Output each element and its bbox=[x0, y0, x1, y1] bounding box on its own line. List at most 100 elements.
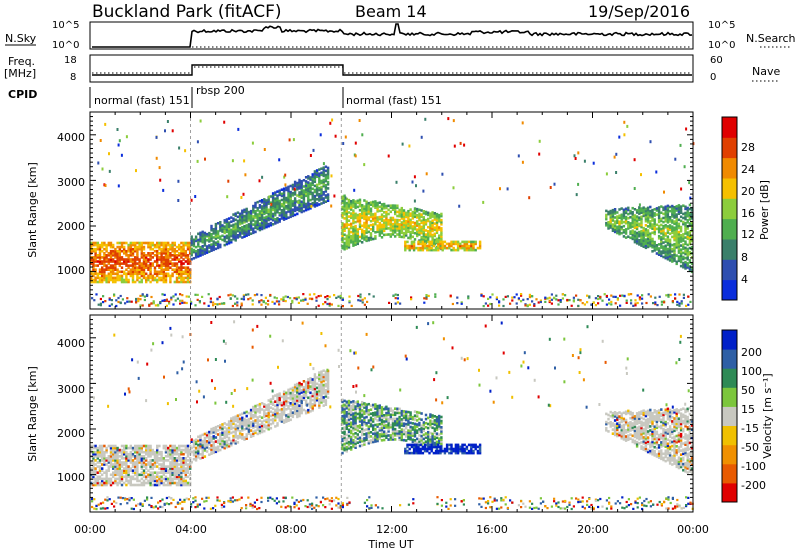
echo-cell bbox=[186, 241, 190, 245]
echo-cell bbox=[118, 264, 121, 267]
echo-cell bbox=[280, 213, 284, 216]
echo-cell bbox=[655, 244, 659, 247]
echo-cell bbox=[282, 409, 286, 412]
echo-cell bbox=[189, 467, 192, 470]
echo-cell bbox=[167, 471, 170, 474]
echo-cell bbox=[387, 218, 390, 222]
echo-cell bbox=[149, 461, 152, 464]
echo-cell bbox=[221, 224, 224, 227]
echo-cell bbox=[688, 250, 692, 254]
echo-cell bbox=[668, 205, 672, 209]
echo-cell bbox=[300, 407, 303, 411]
echo-cell bbox=[410, 246, 414, 250]
echo-cell bbox=[94, 264, 97, 267]
noise-cell bbox=[482, 200, 485, 204]
echo-cell bbox=[320, 388, 323, 392]
echo-cell bbox=[276, 194, 279, 197]
echo-cell bbox=[291, 397, 295, 400]
echo-cell bbox=[638, 208, 641, 211]
echo-cell bbox=[247, 428, 251, 431]
echo-cell bbox=[127, 247, 130, 251]
echo-cell bbox=[160, 457, 163, 460]
echo-cell bbox=[169, 473, 172, 477]
echo-cell bbox=[230, 421, 233, 424]
echo-cell bbox=[677, 206, 681, 209]
echo-cell bbox=[90, 272, 93, 276]
echo-cell bbox=[662, 229, 665, 232]
echo-cell bbox=[101, 245, 104, 249]
echo-cell bbox=[642, 210, 645, 214]
echo-cell bbox=[180, 241, 183, 245]
echo-cell bbox=[142, 258, 146, 261]
echo-cell bbox=[160, 258, 163, 261]
echo-cell bbox=[116, 467, 119, 470]
echo-cell bbox=[638, 210, 641, 213]
echo-cell bbox=[657, 226, 661, 230]
echo-cell bbox=[258, 427, 262, 431]
echo-cell bbox=[291, 390, 295, 394]
echo-cell bbox=[127, 245, 130, 249]
ground-scatter-cell bbox=[223, 302, 226, 305]
echo-cell bbox=[151, 247, 154, 251]
ground-scatter-cell bbox=[498, 304, 501, 307]
echo-cell bbox=[638, 216, 641, 219]
echo-cell bbox=[109, 461, 113, 464]
echo-cell bbox=[300, 188, 303, 191]
echo-cell bbox=[313, 201, 317, 204]
echo-cell bbox=[282, 396, 286, 400]
echo-cell bbox=[363, 221, 366, 225]
echo-cell bbox=[120, 471, 124, 474]
echo-cell bbox=[112, 266, 115, 269]
echo-cell bbox=[424, 223, 428, 226]
echo-cell bbox=[160, 249, 163, 253]
echo-cell bbox=[644, 209, 648, 213]
echo-cell bbox=[197, 454, 200, 457]
echo-cell bbox=[197, 445, 200, 449]
echo-cell bbox=[178, 247, 181, 251]
echo-cell bbox=[391, 208, 395, 211]
echo-cell bbox=[90, 258, 93, 261]
echo-cell bbox=[164, 479, 168, 483]
echo-cell bbox=[287, 193, 290, 197]
noise-cell bbox=[517, 154, 520, 158]
echo-cell bbox=[613, 210, 617, 213]
echo-cell bbox=[365, 202, 368, 206]
echo-cell bbox=[131, 276, 135, 280]
echo-cell bbox=[178, 469, 181, 472]
echo-cell bbox=[343, 225, 346, 228]
echo-cell bbox=[260, 213, 264, 216]
echo-cell bbox=[309, 410, 312, 413]
echo-cell bbox=[245, 433, 248, 436]
echo-cell bbox=[105, 481, 108, 485]
echo-cell bbox=[169, 455, 172, 458]
echo-cell bbox=[285, 198, 288, 202]
noise-cell bbox=[223, 120, 226, 124]
echo-cell bbox=[304, 182, 308, 185]
echo-cell bbox=[613, 222, 617, 225]
echo-cell bbox=[465, 246, 469, 250]
echo-cell bbox=[406, 246, 409, 250]
echo-cell bbox=[664, 246, 667, 250]
echo-cell bbox=[405, 228, 408, 231]
echo-cell bbox=[398, 229, 401, 232]
echo-cell bbox=[411, 231, 414, 234]
echo-cell bbox=[186, 450, 190, 454]
echo-cell bbox=[114, 452, 117, 456]
echo-cell bbox=[394, 218, 397, 222]
echo-cell bbox=[180, 467, 183, 470]
echo-cell bbox=[114, 448, 117, 452]
echo-cell bbox=[666, 212, 670, 216]
echo-cell bbox=[98, 450, 102, 454]
noise-cell bbox=[270, 202, 273, 206]
echo-cell bbox=[140, 448, 143, 452]
echo-cell bbox=[276, 409, 279, 413]
echo-cell bbox=[287, 202, 290, 205]
echo-cell bbox=[282, 197, 286, 201]
echo-cell bbox=[320, 196, 323, 199]
echo-cell bbox=[160, 450, 163, 454]
echo-cell bbox=[131, 243, 135, 247]
ground-scatter-cell bbox=[141, 304, 144, 307]
ground-scatter-cell bbox=[586, 301, 589, 304]
echo-cell bbox=[651, 239, 654, 243]
echo-cell bbox=[655, 246, 659, 249]
